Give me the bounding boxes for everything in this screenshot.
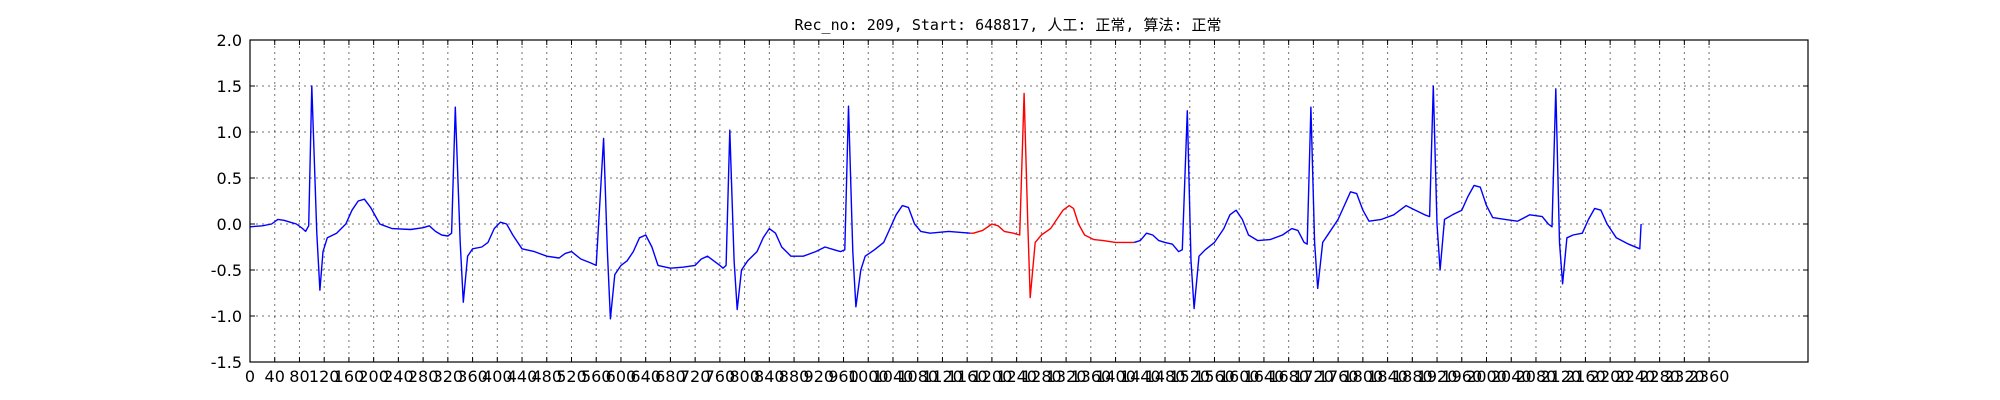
x-tick-label: 960 xyxy=(828,367,859,386)
x-tick-label: 880 xyxy=(779,367,810,386)
x-tick-label: 1040 xyxy=(873,367,914,386)
x-tick-label: 560 xyxy=(581,367,612,386)
x-tick-label: 120 xyxy=(309,367,340,386)
x-tick-label: 1840 xyxy=(1367,367,1408,386)
x-tick-label: 2040 xyxy=(1491,367,1532,386)
x-axis-ticks: 0 40 80 12016020024028032036040044048052056… xyxy=(245,40,1730,386)
x-tick-label: 760 xyxy=(705,367,736,386)
x-tick-label: 2160 xyxy=(1565,367,1606,386)
y-tick-label: 2.0 xyxy=(217,31,242,50)
x-tick-label: 40 xyxy=(265,367,285,386)
x-tick-label: 280 xyxy=(408,367,439,386)
y-tick-label: -1.5 xyxy=(211,353,242,372)
x-tick-label: 720 xyxy=(680,367,711,386)
x-tick-label: 1400 xyxy=(1095,367,1136,386)
y-tick-label: 1.5 xyxy=(217,77,242,96)
chart-title: Rec_no: 209, Start: 648817, 人工: 正常, 算法: … xyxy=(794,16,1221,34)
x-tick-label: 1080 xyxy=(897,367,938,386)
y-tick-label: -1.0 xyxy=(211,307,242,326)
x-tick-label: 600 xyxy=(606,367,637,386)
x-tick-label: 1640 xyxy=(1244,367,1285,386)
ecg-segment xyxy=(249,85,971,320)
x-tick-label: 1680 xyxy=(1268,367,1309,386)
x-tick-label: 1880 xyxy=(1392,367,1433,386)
grid xyxy=(250,40,1808,362)
y-axis-ticks: -1.5 -1.0 -0.5 0.0 0.5 1.0 1.5 2.0 xyxy=(211,31,1808,372)
x-tick-label: 2000 xyxy=(1466,367,1507,386)
x-tick-label: 920 xyxy=(804,367,835,386)
x-tick-label: 1360 xyxy=(1070,367,1111,386)
x-tick-label: 1240 xyxy=(996,367,1037,386)
x-tick-label: 2120 xyxy=(1540,367,1581,386)
x-tick-label: 2080 xyxy=(1516,367,1557,386)
x-tick-label: 2240 xyxy=(1615,367,1656,386)
x-tick-label: 1200 xyxy=(972,367,1013,386)
y-tick-label: 0.0 xyxy=(217,215,242,234)
y-tick-label: -0.5 xyxy=(211,261,242,280)
x-tick-label: 2360 xyxy=(1689,367,1730,386)
x-tick-label: 1280 xyxy=(1021,367,1062,386)
x-tick-label: 680 xyxy=(655,367,686,386)
x-tick-label: 1160 xyxy=(947,367,988,386)
x-tick-label: 520 xyxy=(556,367,587,386)
x-tick-label: 1800 xyxy=(1342,367,1383,386)
x-tick-label: 320 xyxy=(433,367,464,386)
x-tick-label: 1600 xyxy=(1219,367,1260,386)
x-tick-label: 160 xyxy=(334,367,365,386)
x-tick-label: 1720 xyxy=(1293,367,1334,386)
x-tick-label: 800 xyxy=(729,367,760,386)
x-tick-label: 1000 xyxy=(848,367,889,386)
ecg-segment-highlighted xyxy=(970,92,1135,299)
ecg-trace xyxy=(249,85,1642,320)
x-tick-label: 1440 xyxy=(1120,367,1161,386)
x-tick-label: 2280 xyxy=(1639,367,1680,386)
x-tick-label: 0 xyxy=(245,367,255,386)
x-tick-label: 1320 xyxy=(1046,367,1087,386)
x-tick-label: 840 xyxy=(754,367,785,386)
x-tick-label: 400 xyxy=(482,367,513,386)
x-tick-label: 360 xyxy=(457,367,488,386)
x-tick-label: 2320 xyxy=(1664,367,1705,386)
x-tick-label: 1120 xyxy=(922,367,963,386)
plot-area-frame xyxy=(249,39,1809,363)
x-tick-label: 640 xyxy=(630,367,661,386)
x-tick-label: 80 xyxy=(289,367,309,386)
x-tick-label: 1960 xyxy=(1441,367,1482,386)
x-tick-label: 200 xyxy=(358,367,389,386)
x-tick-label: 480 xyxy=(531,367,562,386)
ecg-segment xyxy=(1133,85,1642,310)
x-tick-label: 1760 xyxy=(1318,367,1359,386)
x-tick-label: 1480 xyxy=(1145,367,1186,386)
x-tick-label: 240 xyxy=(383,367,414,386)
x-tick-label: 1520 xyxy=(1169,367,1210,386)
y-tick-label: 0.5 xyxy=(217,169,242,188)
y-tick-label: 1.0 xyxy=(217,123,242,142)
x-tick-label: 1560 xyxy=(1194,367,1235,386)
x-tick-label: 2200 xyxy=(1590,367,1631,386)
x-tick-label: 1920 xyxy=(1417,367,1458,386)
x-tick-label: 440 xyxy=(507,367,538,386)
